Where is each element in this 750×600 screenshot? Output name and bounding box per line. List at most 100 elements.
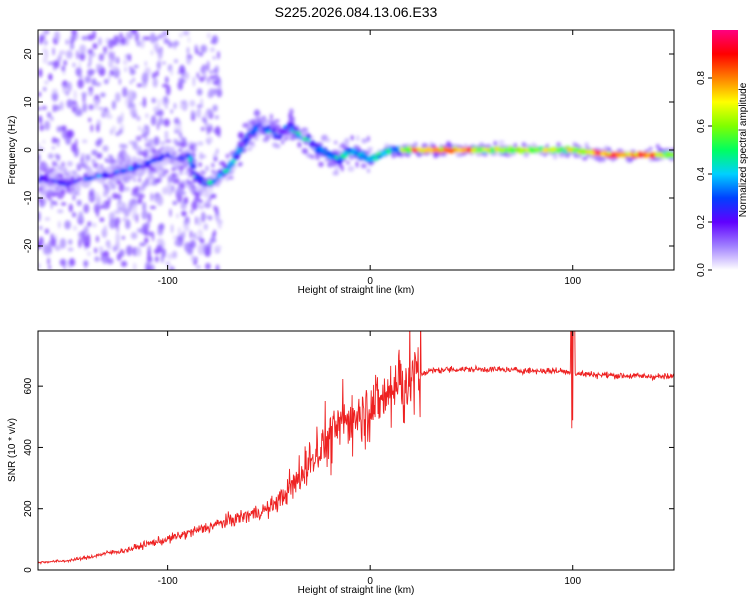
- spectrogram-noise-cell: [155, 70, 159, 77]
- spectrogram-haze-cell: [89, 191, 93, 197]
- y-tick-label: 600: [23, 377, 34, 394]
- spectrogram-noise-cell: [38, 211, 41, 222]
- colorbar-tick-label: 0.0: [696, 263, 707, 277]
- spectrogram-noise-cell: [118, 203, 123, 208]
- spectrogram-noise-cell: [72, 225, 78, 231]
- spectrogram-noise-cell: [186, 221, 189, 231]
- spectrogram-noise-cell: [191, 109, 195, 119]
- spectrogram-noise-cell: [115, 131, 120, 137]
- spectrogram-haze-cell: [345, 161, 351, 165]
- spectrogram-noise-cell: [150, 192, 153, 202]
- spectrogram-haze-cell: [169, 175, 174, 182]
- spectrogram-signal-cell: [86, 178, 92, 181]
- spectrogram-signal-cell: [403, 147, 411, 151]
- spectrogram-noise-cell: [87, 34, 94, 41]
- spectrogram-haze-cell: [493, 140, 498, 147]
- spectrogram-noise-cell: [182, 30, 190, 36]
- spectrogram-haze-cell: [180, 182, 186, 189]
- spectrogram-noise-cell: [97, 64, 102, 71]
- spectrogram-noise-cell: [124, 35, 130, 47]
- spectrogram-cells: [38, 30, 674, 270]
- snr-x-label: Height of straight line (km): [298, 585, 415, 596]
- spectrogram-noise-cell: [205, 262, 211, 270]
- spectrogram-noise-cell: [94, 99, 99, 110]
- spectrogram-noise-cell: [125, 31, 133, 37]
- spectrogram-haze-cell: [343, 138, 349, 144]
- spectrogram-noise-cell: [190, 209, 194, 214]
- spectrogram-noise-cell: [196, 72, 200, 79]
- spectrogram-signal-cell: [148, 163, 151, 169]
- spectrogram-noise-cell: [165, 84, 171, 96]
- spectrogram-noise-cell: [162, 30, 168, 37]
- spectrogram-noise-cell: [156, 244, 163, 253]
- spectrogram-noise-cell: [57, 209, 64, 214]
- spectrogram-signal-cell: [399, 147, 403, 152]
- spectrogram-signal-cell: [428, 147, 434, 153]
- spectrogram-haze-cell: [275, 124, 282, 130]
- spectrogram-haze-cell: [288, 116, 296, 122]
- spectrogram-noise-cell: [121, 236, 126, 240]
- spectrogram-signal-cell: [417, 147, 420, 151]
- spectrogram-signal-cell: [433, 148, 439, 152]
- spectrogram-haze-cell: [42, 163, 49, 168]
- spectrogram-signal-cell: [491, 148, 496, 154]
- spectrogram-noise-cell: [154, 111, 161, 116]
- spectrogram-haze-cell: [648, 146, 653, 151]
- spectrogram-noise-cell: [200, 126, 205, 132]
- spectrogram-noise-cell: [157, 122, 160, 131]
- spectrogram-noise-cell: [173, 125, 180, 129]
- spectrogram-haze-cell: [429, 141, 433, 146]
- spectrogram-noise-cell: [170, 267, 173, 270]
- spectrogram-signal-cell: [654, 152, 661, 158]
- spectrogram-noise-cell: [152, 77, 158, 88]
- spectrogram-noise-cell: [98, 107, 104, 111]
- spectrogram-noise-cell: [170, 224, 174, 234]
- spectrogram-noise-cell: [65, 90, 70, 96]
- spectrogram-noise-cell: [132, 203, 137, 215]
- spectrogram-signal-cell: [362, 154, 369, 160]
- spectrogram-noise-cell: [150, 115, 157, 126]
- spectrogram-noise-cell: [214, 245, 219, 254]
- spectrogram-haze-cell: [47, 153, 54, 160]
- spectrogram-noise-cell: [151, 97, 157, 103]
- spectrogram-haze-cell: [284, 136, 289, 141]
- spectrogram-noise-cell: [178, 226, 181, 237]
- spectrogram-noise-cell: [70, 35, 76, 42]
- spectrogram-noise-cell: [213, 229, 216, 237]
- spectrogram-noise-cell: [114, 217, 121, 225]
- spectrogram-haze-cell: [193, 186, 198, 192]
- spectrogram-noise-cell: [81, 35, 89, 41]
- spectrogram-noise-cell: [138, 125, 141, 132]
- spectrogram-signal-cell: [312, 142, 320, 148]
- spectrogram-noise-cell: [141, 210, 148, 220]
- colorbar-ticks: 0.0 0.2 0.4 0.6 0.8: [696, 71, 712, 277]
- spectrogram-noise-cell: [61, 125, 67, 131]
- spectrogram-signal-cell: [210, 174, 217, 179]
- spectrogram-noise-cell: [102, 250, 110, 257]
- snr-x-ticks: -100 0 100: [158, 331, 582, 587]
- spectrogram-signal-cell: [542, 148, 549, 152]
- spectrogram-noise-cell: [125, 245, 133, 256]
- spectrogram-noise-cell: [47, 111, 52, 119]
- spectrogram-haze-cell: [108, 154, 113, 158]
- spectrogram-signal-cell: [88, 171, 95, 176]
- spectrogram-noise-cell: [44, 40, 48, 45]
- spectrogram-signal-cell: [195, 176, 201, 180]
- spectrogram-signal-cell: [571, 147, 576, 153]
- spectrogram-signal-cell: [120, 167, 127, 174]
- spectrogram-noise-cell: [197, 228, 203, 239]
- spectrogram-haze-cell: [205, 165, 209, 172]
- spectrogram-noise-cell: [167, 41, 174, 48]
- x-tick-label: 100: [564, 576, 581, 587]
- y-tick-label: 0: [23, 567, 34, 573]
- spectrogram-haze-cell: [310, 154, 315, 160]
- spectrogram-noise-cell: [191, 200, 198, 211]
- snr-y-ticks: 0 200 400 600: [23, 377, 674, 573]
- spectrogram-noise-cell: [112, 51, 115, 61]
- spectrogram-noise-cell: [38, 143, 41, 147]
- spectrogram-haze-cell: [176, 164, 184, 171]
- spectrogram-y-label: Frequency (Hz): [7, 116, 18, 185]
- spectrogram-signal-cell: [247, 134, 253, 139]
- spectrogram-noise-cell: [153, 106, 160, 113]
- spectrogram-signal-cell: [317, 146, 323, 150]
